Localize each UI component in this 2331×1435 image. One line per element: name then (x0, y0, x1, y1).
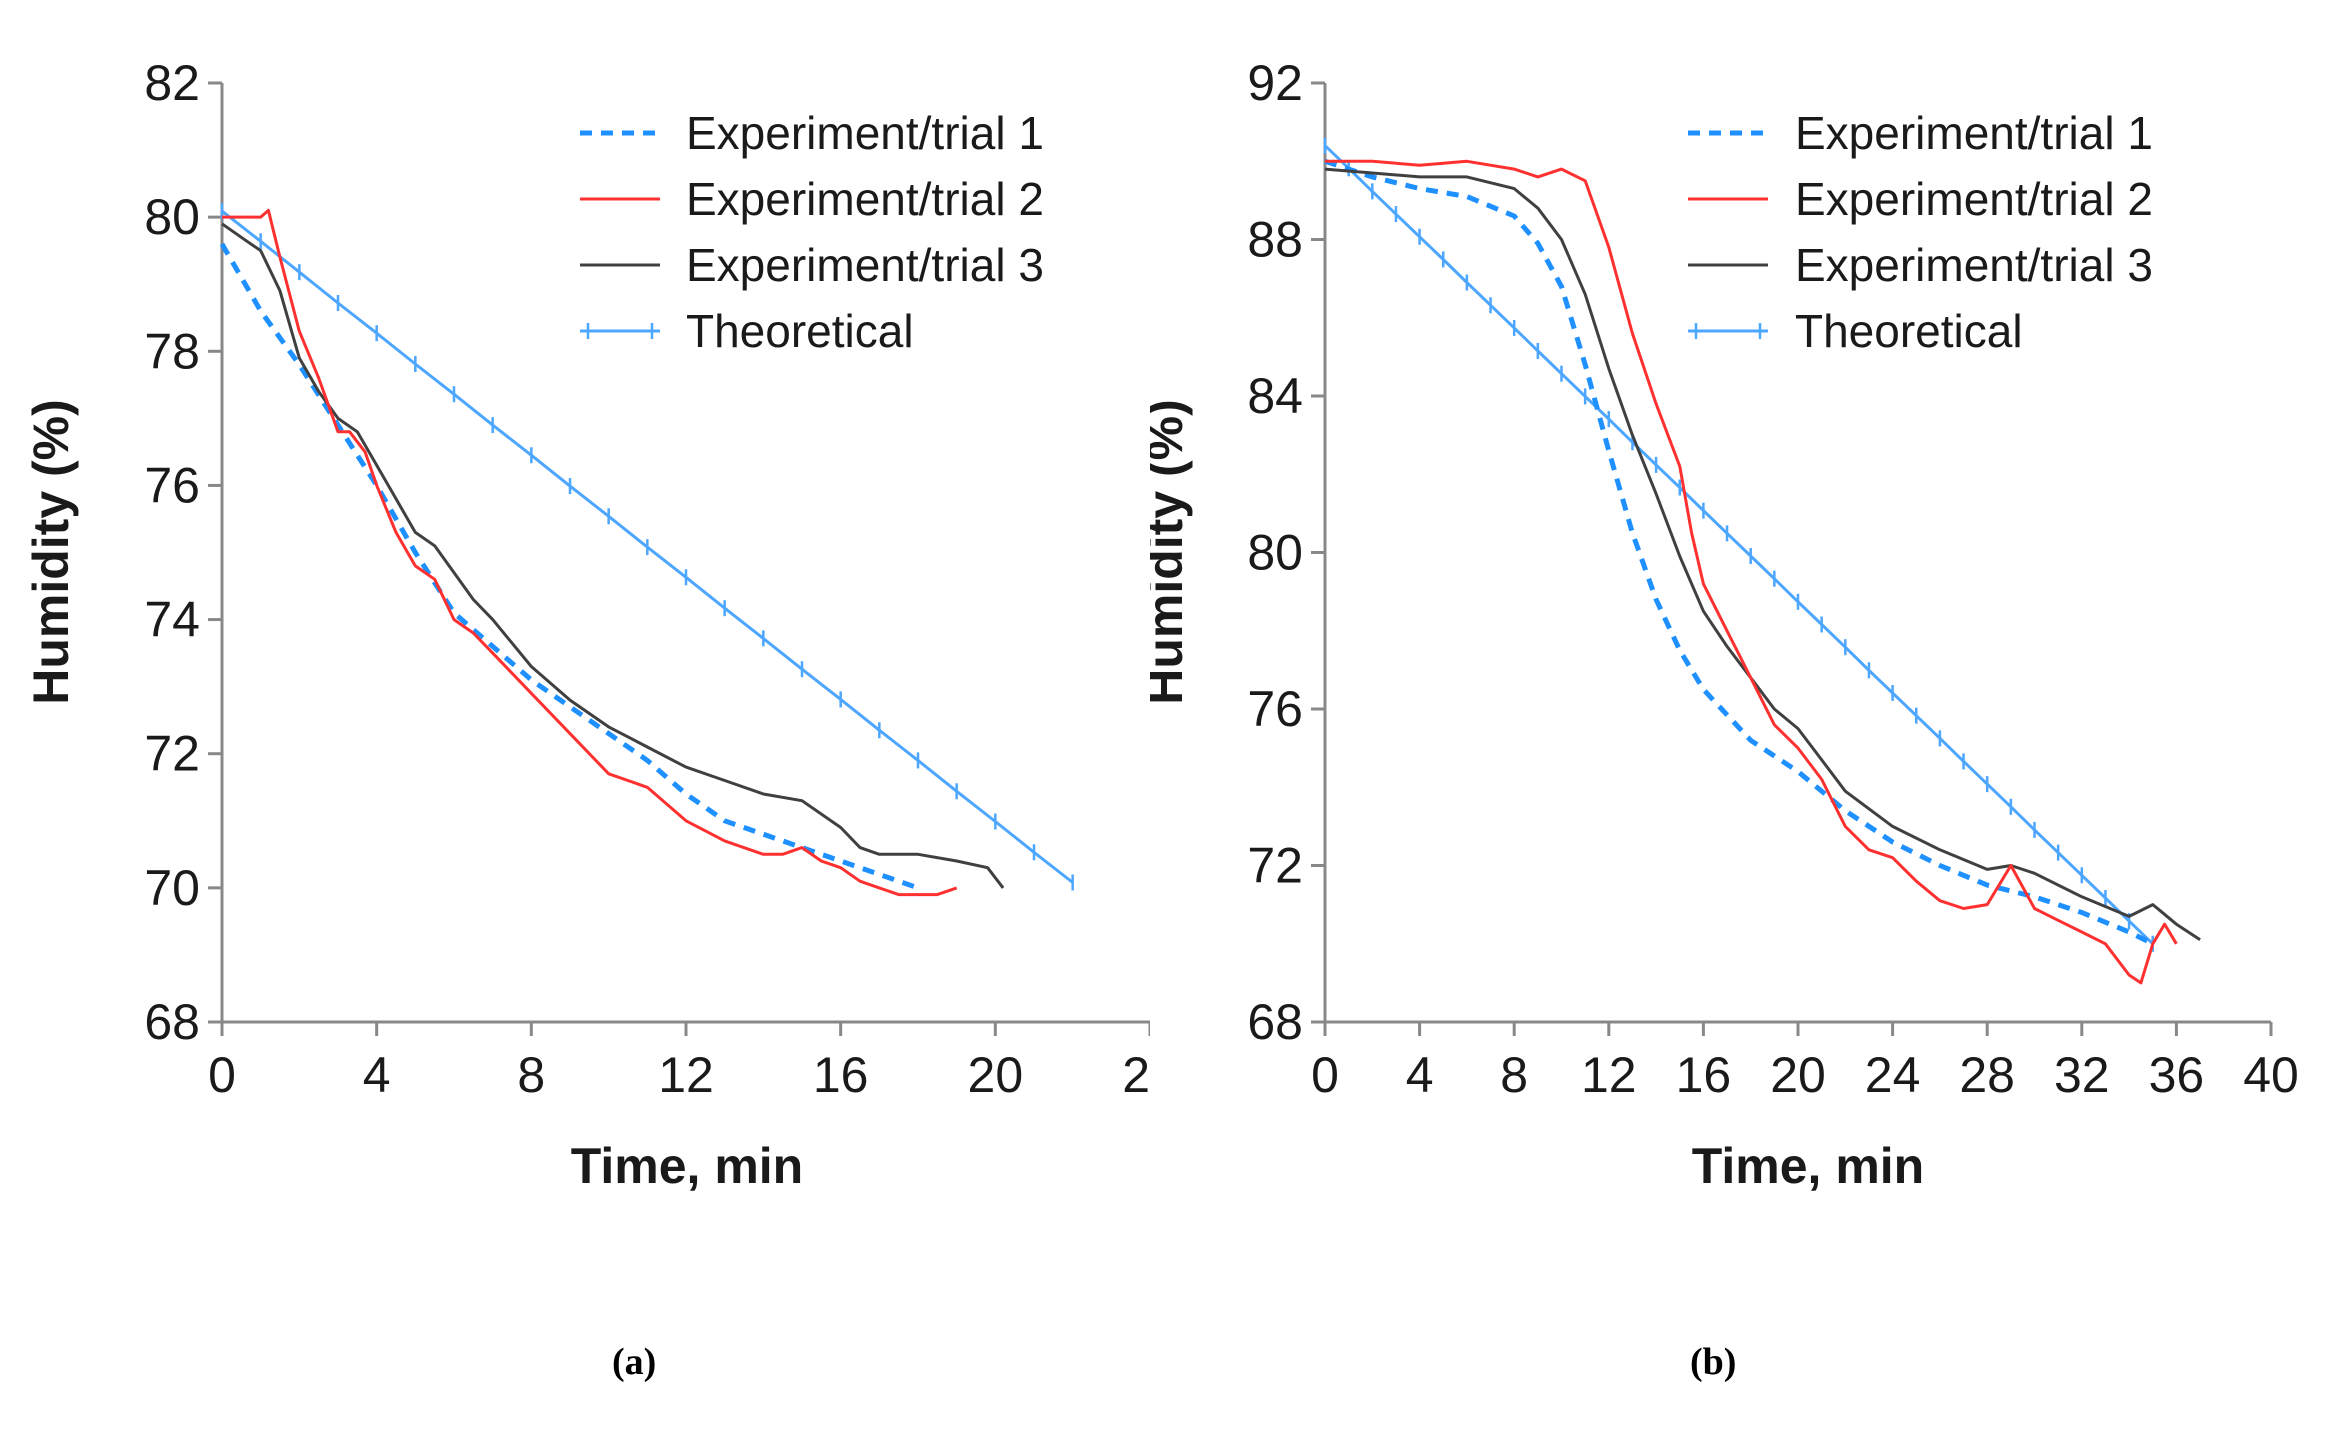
chart-b-x-tick-label: 36 (2149, 1047, 2205, 1103)
chart-b-x-tick-label: 40 (2243, 1047, 2299, 1103)
chart-a-y-tick-label: 70 (144, 860, 200, 916)
chart-a-legend-4-label: Theoretical (686, 305, 914, 357)
chart-b-series-1-line (1324, 158, 2154, 947)
panel-label-a: (a) (612, 1341, 657, 1383)
chart-a-y-tick-label: 68 (144, 994, 200, 1050)
chart-panel-a: 68 70 72 74 76 78 80 82 0 4 8 12 16 20 24 Time, min Humi… (23, 55, 1150, 1194)
chart-a-legend-1-label: Experiment/trial 1 (686, 107, 1044, 159)
chart-a-x-tick-label: 20 (968, 1047, 1024, 1103)
chart-a-x-tick-label: 4 (363, 1047, 391, 1103)
chart-b-y-tick-label: 80 (1247, 525, 1303, 581)
chart-a-y-tick-label: 80 (144, 189, 200, 245)
chart-b-y-tick-label: 76 (1247, 681, 1303, 737)
chart-a-y-tick-label: 82 (144, 55, 200, 111)
chart-a-y-tick-label: 78 (144, 323, 200, 379)
chart-b-x-tick-label: 0 (1311, 1047, 1339, 1103)
chart-b-legend-2-label: Experiment/trial 2 (1795, 173, 2153, 225)
chart-a-series-2-line (222, 208, 958, 897)
chart-b-series-4-line (1323, 144, 2154, 945)
chart-b-x-tick-label: 12 (1581, 1047, 1637, 1103)
chart-b-y-axis-title: Humidity (%) (1150, 399, 1193, 705)
chart-b-y-tick-label: 72 (1247, 838, 1303, 894)
chart-b-legend-3-label: Experiment/trial 3 (1795, 239, 2153, 291)
chart-a-x-tick-label: 8 (517, 1047, 545, 1103)
chart-b-x-axis-title: Time, min (1692, 1138, 1924, 1194)
chart-a-y-tick-label: 72 (144, 726, 200, 782)
chart-a-legend-3-label: Experiment/trial 3 (686, 239, 1044, 291)
chart-b-y-tick-label: 68 (1247, 994, 1303, 1050)
chart-b-x-tick-label: 4 (1406, 1047, 1434, 1103)
chart-a-series-3-line (221, 222, 1005, 889)
chart-a-x-axis-title: Time, min (571, 1138, 803, 1194)
chart-a-x-tick-label: 24 (1122, 1047, 1150, 1103)
chart-b-series-2-line (1325, 159, 2178, 985)
chart-b-x-tick-label: 28 (1959, 1047, 2015, 1103)
chart-panel-b: 68 72 76 80 84 88 92 0 4 8 12 16 20 24 28 32 36 40 Time, m… (1150, 55, 2299, 1194)
chart-a-series-1-line (219, 242, 919, 891)
chart-b-x-tick-label: 32 (2054, 1047, 2110, 1103)
chart-a-y-tick-label: 74 (144, 592, 200, 648)
chart-a-x-tick-label: 12 (658, 1047, 714, 1103)
panel-label-b: (b) (1690, 1341, 1737, 1383)
chart-b-x-tick-label: 16 (1676, 1047, 1732, 1103)
chart-a-y-tick-label: 76 (144, 457, 200, 513)
chart-b-x-tick-label: 24 (1865, 1047, 1921, 1103)
chart-a-x-tick-label: 16 (813, 1047, 869, 1103)
chart-a-x-tick-label: 0 (208, 1047, 236, 1103)
chart-b-x-tick-label: 20 (1770, 1047, 1826, 1103)
chart-a-y-axis-title: Humidity (%) (23, 399, 79, 705)
chart-b-legend-1-label: Experiment/trial 1 (1795, 107, 2153, 159)
chart-b-y-tick-label: 92 (1247, 55, 1303, 111)
chart-a-legend-2-label: Experiment/trial 2 (686, 173, 1044, 225)
chart-b-x-tick-label: 8 (1500, 1047, 1528, 1103)
chart-b-y-tick-label: 84 (1247, 368, 1303, 424)
chart-b-legend-4-label: Theoretical (1795, 305, 2023, 357)
chart-b-y-tick-label: 88 (1247, 212, 1303, 268)
